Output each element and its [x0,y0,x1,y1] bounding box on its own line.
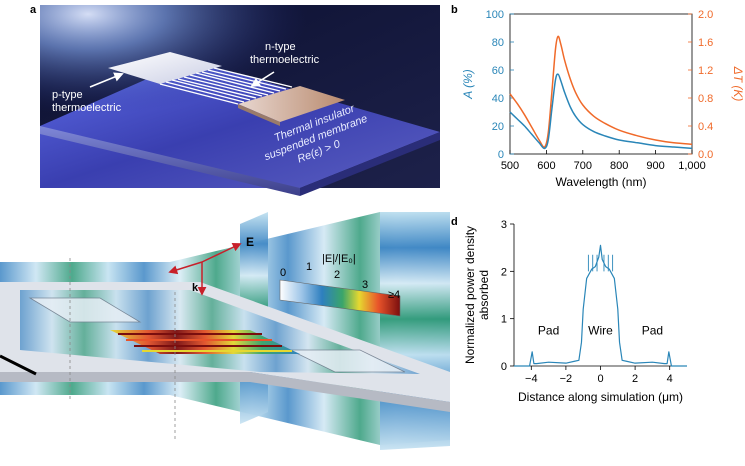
chart-d-annotation-pad: Pad [538,324,559,338]
colorbar-tick-2: 2 [334,269,340,281]
k-vector-label: k [192,282,199,294]
chart-b-ytick-right-label: 0.8 [698,93,713,105]
n-type-arrow [250,71,275,88]
chart-b-ylabel-right: ΔT (K) [731,66,745,102]
chart-b-ytick-left-label: 0 [498,149,504,161]
probe-line [0,354,37,376]
chart-d-ytick-label: 2 [501,266,507,278]
chart-d: −4 −2 0 2 4 0 1 2 3 Distance along simulation (μm… [463,219,687,404]
light-glow [40,5,440,188]
p-type-label-2: thermoelectric [52,102,122,114]
colorbar-tick-4: ≥4 [388,289,400,301]
chart-b-xtick-label: 1,000 [678,160,706,172]
n-type-pad [238,86,345,122]
chart-b-series-A [509,73,693,150]
e-arrow-right [201,243,242,263]
chart-b-series-deltaT [509,35,693,148]
panel-letter-b: b [451,4,458,16]
colorbar [279,279,401,317]
chart-d-annotation-pad: Pad [642,324,663,338]
e-vector-label: E [246,235,254,249]
chart-b-ytick-right-label: 2.0 [698,9,713,21]
p-type-arrow [89,72,124,88]
colorbar-title: |E|/|E₀| [322,253,356,265]
chart-b-ytick-left-label: 100 [486,9,504,21]
chart-b-xtick-label: 900 [646,160,664,172]
chart-d-xtick-label: 0 [597,373,603,385]
chart-d-xtick-label: −2 [560,373,573,385]
chart-b-ytick-right-label: 1.2 [698,65,713,77]
pad-right [289,349,406,373]
colorbar-tick-1: 1 [306,261,312,273]
colorbar-tick-3: 3 [362,279,368,291]
chart-d-ylabel-1: Normalized power density [463,226,477,364]
chart-b-xtick-label: 500 [501,160,519,172]
panel-a-illustration: p-type thermoelectric n-type thermoelect… [40,5,440,196]
chart-d-xtick-label: −4 [525,373,538,385]
colorbar-tick-0: 0 [280,267,286,279]
chart-b: 500 600 700 800 900 1,000 0 20 40 60 80 100 0.0 0.4 0.… [461,9,745,189]
chart-b-ytick-left-label: 60 [492,65,504,77]
chart-d-ylabel-2: absorbed [477,270,491,320]
chart-b-ytick-right-label: 0.4 [698,121,713,133]
chart-d-xlabel: Distance along simulation (μm) [518,390,683,404]
n-type-label-1: n-type [265,41,296,53]
chart-b-ytick-left-label: 20 [492,121,504,133]
hot-wires [110,330,300,354]
chart-b-ytick-left-label: 80 [492,37,504,49]
chart-d-series-power [514,244,687,367]
panel-c-field-map: E k |E|/|E₀| 0 1 2 3 ≥4 [0,212,450,450]
chart-d-ytick-label: 3 [501,219,507,231]
p-type-pad [108,52,222,84]
chart-d-annotation-wire: Wire [588,324,613,338]
chart-b-ytick-right-label: 0.0 [698,149,713,161]
chart-b-frame [509,13,693,155]
chart-b-ytick-left-label: 40 [492,93,504,105]
thermoelectric-wires [159,67,293,105]
chart-d-ytick-label: 1 [501,314,507,326]
chart-d-xtick-label: 2 [632,373,638,385]
chart-b-xtick-label: 800 [610,160,628,172]
slab-side [0,372,450,412]
panel-letter-a: a [30,4,37,16]
chart-b-ytick-right-label: 1.6 [698,37,713,49]
panel-letter-d: d [451,216,458,228]
n-type-label-2: thermoelectric [250,54,320,66]
field-vertical-plane-2 [380,212,450,450]
chart-b-ylabel-left: A (%) [461,69,475,100]
chart-b-xtick-label: 600 [537,160,555,172]
chart-d-xtick-label: 4 [667,373,673,385]
chart-b-xtick-label: 700 [574,160,592,172]
chart-d-ytick-label: 0 [501,361,507,373]
pad-left [28,297,142,323]
chart-b-xlabel: Wavelength (nm) [556,175,647,189]
p-type-label-1: p-type [52,89,83,101]
e-arrow-left [168,261,203,275]
